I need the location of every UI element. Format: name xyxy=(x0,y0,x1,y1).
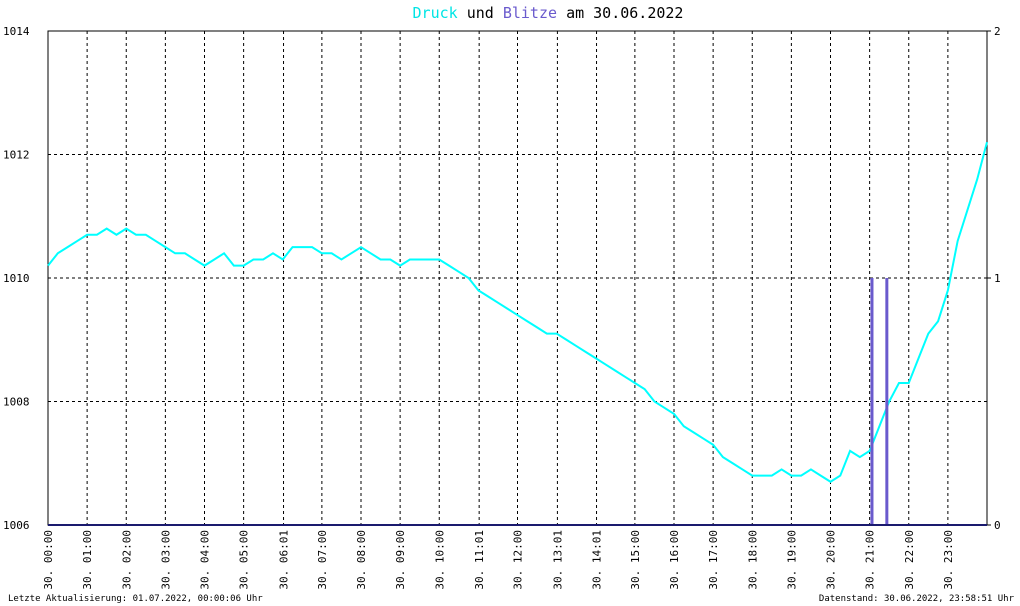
title-series-1: Druck xyxy=(413,4,458,22)
x-tick-label: 30. 16:00 xyxy=(668,530,681,590)
x-tick-label: 30. 09:00 xyxy=(394,530,407,590)
y-tick-label: 1012 xyxy=(3,149,30,162)
x-tick-label: 30. 08:00 xyxy=(355,530,368,590)
x-tick-label: 30. 04:00 xyxy=(199,530,212,590)
x-tick-label: 30. 13:01 xyxy=(551,530,564,590)
y-tick-label: 1008 xyxy=(3,396,30,409)
chart-title: Druck und Blitze am 30.06.2022 xyxy=(413,4,684,22)
y2-tick-label: 1 xyxy=(994,272,1001,285)
x-tick-label: 30. 17:00 xyxy=(707,530,720,590)
x-tick-label: 30. 23:00 xyxy=(942,530,955,590)
x-tick-label: 30. 18:00 xyxy=(746,530,759,590)
y-tick-label: 1006 xyxy=(3,519,30,532)
pressure-line xyxy=(47,141,988,483)
x-tick-label: 30. 22:00 xyxy=(903,530,916,590)
footer-left: Letzte Aktualisierung: 01.07.2022, 00:00… xyxy=(8,594,263,604)
x-tick-label: 30. 03:00 xyxy=(159,530,172,590)
x-tick-label: 30. 19:00 xyxy=(785,530,798,590)
lightning-bar xyxy=(870,278,874,525)
x-tick-label: 30. 14:01 xyxy=(591,530,604,590)
x-tick-label: 30. 00:00 xyxy=(42,530,55,590)
title-part: und xyxy=(467,4,494,22)
x-tick-label: 30. 05:00 xyxy=(238,530,251,590)
footer-right: Datenstand: 30.06.2022, 23:58:51 Uhr xyxy=(819,594,1015,604)
y-tick-label: 1014 xyxy=(3,25,30,38)
x-tick-label: 30. 20:00 xyxy=(825,530,838,590)
title-part: am 30.06.2022 xyxy=(566,4,683,22)
x-tick-label: 30. 21:00 xyxy=(864,530,877,590)
y-tick-label: 1010 xyxy=(3,272,30,285)
x-tick-label: 30. 02:00 xyxy=(120,530,133,590)
lightning-bar xyxy=(885,278,889,525)
title-series-2: Blitze xyxy=(503,4,557,22)
x-tick-label: 30. 10:00 xyxy=(433,530,446,590)
x-tick-label: 30. 06:01 xyxy=(278,530,291,590)
y2-tick-label: 2 xyxy=(994,25,1001,38)
x-tick-label: 30. 12:00 xyxy=(512,530,525,590)
x-tick-label: 30. 11:01 xyxy=(473,530,486,590)
x-tick-label: 30. 15:00 xyxy=(629,530,642,590)
x-tick-label: 30. 01:00 xyxy=(81,530,94,590)
x-tick-label: 30. 07:00 xyxy=(316,530,329,590)
y2-tick-label: 0 xyxy=(994,519,1001,532)
